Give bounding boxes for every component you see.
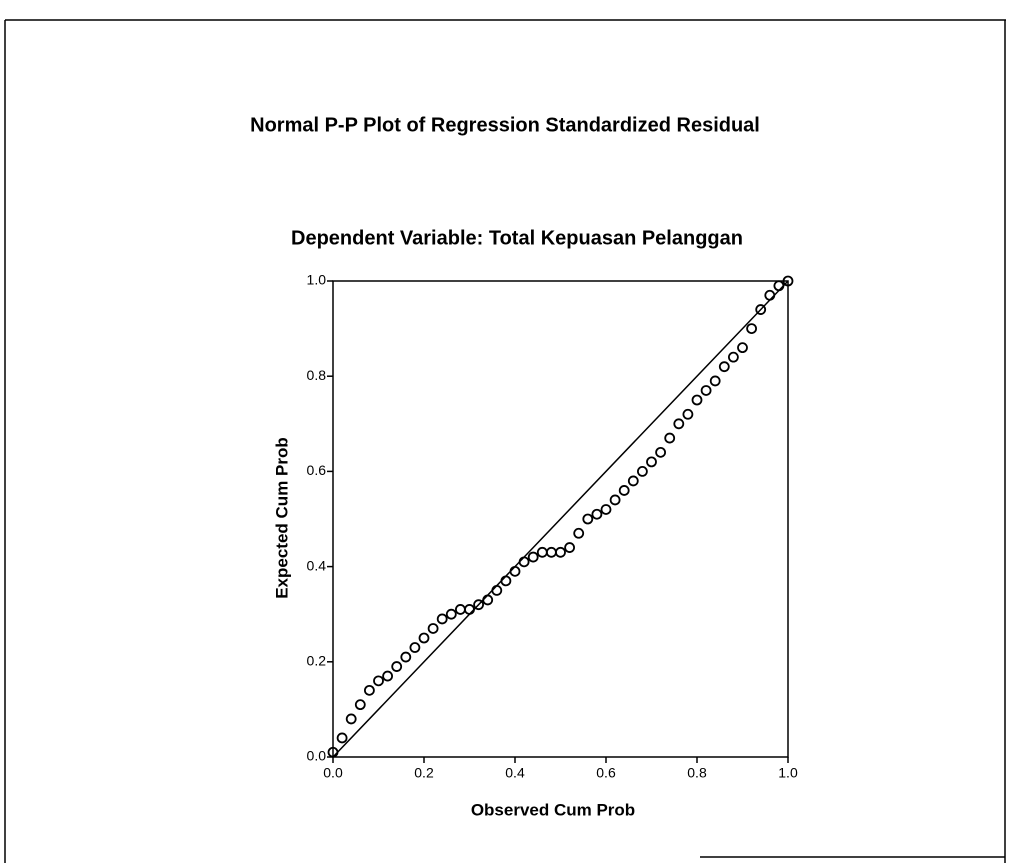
point bbox=[755, 304, 767, 315]
point bbox=[482, 594, 494, 606]
point bbox=[327, 746, 339, 758]
point bbox=[491, 585, 503, 596]
point bbox=[609, 494, 621, 506]
point bbox=[427, 623, 439, 634]
point bbox=[746, 323, 757, 335]
point bbox=[336, 732, 348, 744]
x-tick-label: 0.0 bbox=[323, 765, 343, 781]
point bbox=[555, 546, 566, 558]
point bbox=[354, 699, 366, 711]
point bbox=[591, 508, 603, 520]
y-axis-label: Expected Cum Prob bbox=[272, 437, 291, 599]
point bbox=[582, 513, 594, 525]
y-tick-label: 0.8 bbox=[307, 367, 327, 383]
x-tick-label: 1.0 bbox=[778, 765, 798, 781]
point bbox=[737, 342, 748, 354]
point bbox=[400, 651, 412, 663]
point bbox=[536, 546, 548, 558]
point bbox=[691, 394, 703, 406]
point bbox=[618, 485, 630, 496]
point bbox=[600, 504, 612, 515]
point bbox=[391, 661, 403, 672]
point bbox=[445, 608, 457, 620]
point bbox=[664, 432, 676, 444]
point bbox=[718, 361, 730, 373]
point bbox=[764, 289, 776, 301]
point bbox=[345, 713, 357, 725]
point bbox=[782, 275, 794, 287]
point bbox=[637, 465, 648, 477]
chart-title: Normal P-P Plot of Regression Standardiz… bbox=[250, 114, 760, 136]
reference-line bbox=[332, 280, 789, 758]
point bbox=[700, 385, 712, 396]
y-tick-label: 0.2 bbox=[307, 653, 327, 669]
point bbox=[773, 280, 785, 292]
point bbox=[527, 551, 539, 563]
point bbox=[573, 527, 585, 539]
point bbox=[464, 604, 475, 615]
y-tick-label: 0.0 bbox=[307, 748, 327, 764]
point bbox=[509, 565, 521, 577]
y-tick-label: 1.0 bbox=[307, 272, 327, 288]
point bbox=[518, 556, 530, 568]
x-tick-label: 0.6 bbox=[596, 765, 616, 781]
point bbox=[646, 456, 657, 468]
x-axis-label: Observed Cum Prob bbox=[471, 800, 635, 819]
point bbox=[418, 632, 430, 644]
x-tick-label: 0.4 bbox=[505, 765, 525, 781]
point bbox=[473, 599, 485, 611]
point bbox=[500, 575, 512, 587]
point bbox=[409, 642, 421, 653]
point bbox=[363, 684, 375, 696]
plot-area bbox=[332, 280, 789, 758]
chart-subtitle: Dependent Variable: Total Kepuasan Pelan… bbox=[291, 227, 743, 249]
point bbox=[436, 613, 448, 625]
frame bbox=[4, 19, 1006, 863]
point bbox=[682, 408, 694, 420]
point bbox=[564, 542, 575, 553]
y-tick-label: 0.6 bbox=[307, 462, 327, 478]
point bbox=[728, 351, 739, 363]
point bbox=[655, 446, 666, 458]
point bbox=[382, 670, 394, 682]
point bbox=[454, 604, 466, 615]
x-tick-label: 0.8 bbox=[687, 765, 707, 781]
point bbox=[373, 675, 384, 687]
point bbox=[546, 546, 557, 558]
point bbox=[627, 475, 639, 487]
x-tick-label: 0.2 bbox=[414, 765, 434, 781]
y-tick-label: 0.4 bbox=[307, 557, 327, 573]
point bbox=[709, 375, 721, 387]
point bbox=[673, 418, 685, 430]
